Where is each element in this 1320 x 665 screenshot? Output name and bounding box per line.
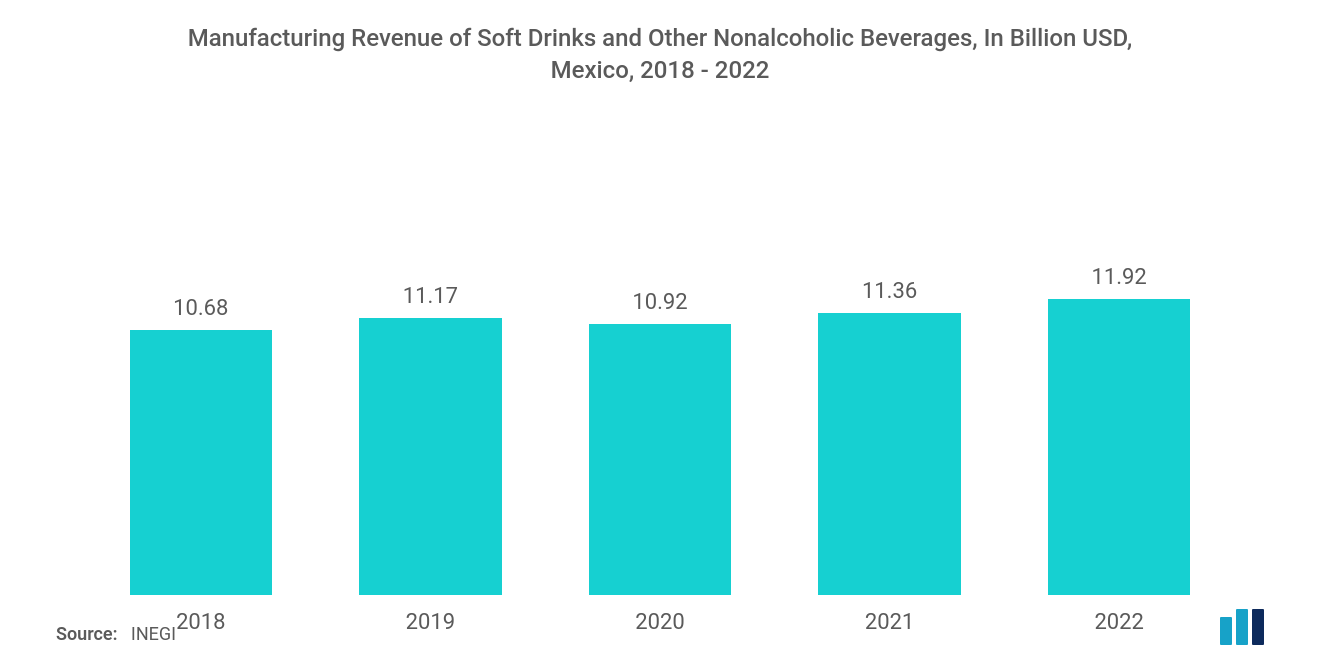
logo-bar-icon [1236, 609, 1248, 645]
chart-container: Manufacturing Revenue of Soft Drinks and… [0, 0, 1320, 665]
bar [359, 318, 501, 595]
bar [818, 313, 960, 595]
chart-title-line1: Manufacturing Revenue of Soft Drinks and… [188, 24, 1133, 52]
bar [1048, 299, 1190, 595]
value-label: 11.36 [862, 281, 917, 303]
source-attribution: Source: INEGI [56, 624, 176, 645]
plot-area: 10.68 11.17 10.92 11.36 11.92 [56, 111, 1264, 595]
bar-slot: 10.92 [545, 292, 775, 595]
brand-logo [1220, 609, 1264, 645]
chart-footer: Source: INEGI [56, 609, 1264, 645]
bar [130, 330, 272, 595]
logo-bar-icon [1252, 609, 1264, 645]
value-label: 10.68 [173, 298, 228, 320]
source-label: Source: [56, 624, 118, 645]
value-label: 11.17 [403, 286, 458, 308]
value-label: 10.92 [632, 292, 687, 314]
source-text: INEGI [131, 624, 176, 645]
bar-slot: 11.17 [316, 286, 546, 595]
logo-bar-icon [1220, 617, 1232, 645]
bar-slot: 10.68 [86, 298, 316, 595]
chart-title: Manufacturing Revenue of Soft Drinks and… [56, 22, 1264, 111]
bar [589, 324, 731, 595]
value-label: 11.92 [1092, 267, 1147, 289]
chart-title-line2: Mexico, 2018 - 2022 [551, 56, 770, 84]
bar-slot: 11.92 [1004, 267, 1234, 595]
bar-slot: 11.36 [775, 281, 1005, 595]
